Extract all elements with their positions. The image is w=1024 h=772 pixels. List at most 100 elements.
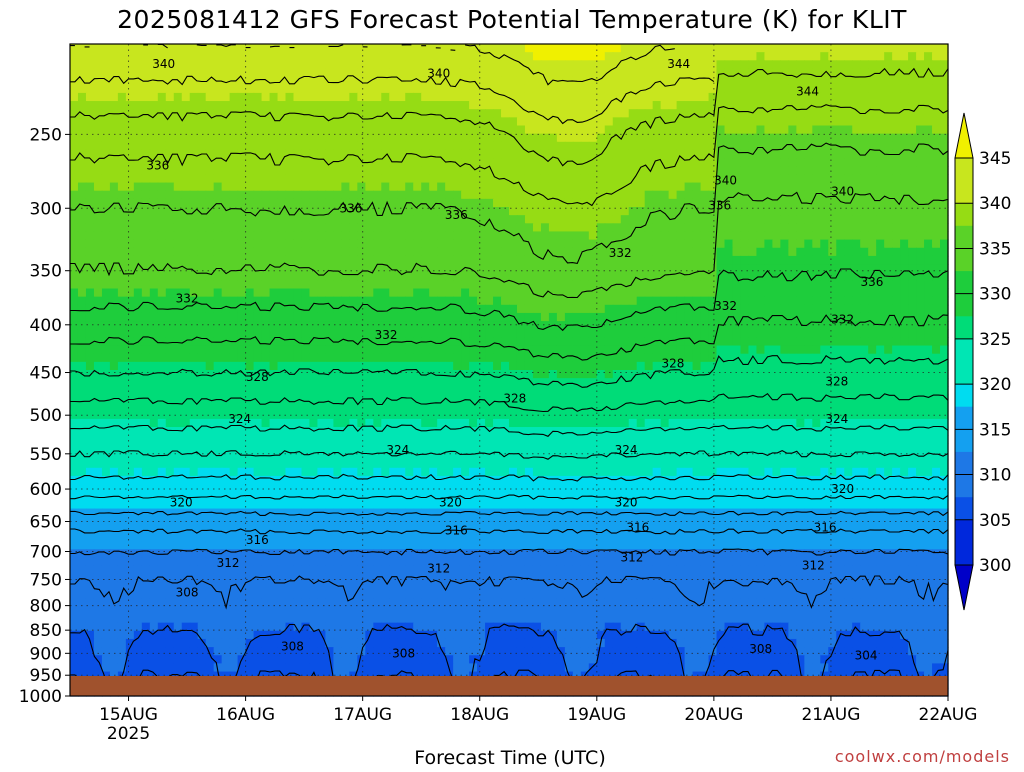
fill-cell [916,174,925,184]
fill-cell [469,296,478,306]
fill-cell [916,158,925,167]
fill-cell [796,207,805,216]
fill-cell [604,182,614,192]
fill-cell [652,166,662,175]
fill-cell [780,174,789,184]
fill-cell [70,304,79,314]
fill-cell [85,198,95,208]
fill-cell [540,174,550,184]
fill-cell [828,109,837,118]
fill-cell [70,133,79,143]
fill-cell [421,280,430,290]
fill-cell [70,255,79,265]
fill-cell [197,101,207,110]
fill-cell [628,133,638,143]
fill-cell [397,182,406,192]
fill-cell [221,370,231,379]
fill-cell [205,109,215,118]
fill-cell [77,223,87,233]
fill-cell [453,296,462,306]
fill-cell [437,174,446,184]
fill-cell [341,280,350,290]
fill-cell [932,402,941,412]
fill-cell [908,125,917,135]
fill-cell [628,378,638,387]
fill-cell [309,345,319,355]
fill-cell [245,329,255,338]
fill-cell [588,117,598,127]
fill-cell [493,304,502,314]
fill-cell [381,92,390,102]
fill-cell [405,101,414,110]
fill-cell [349,402,358,412]
fill-cell [325,117,334,127]
fill-cell [868,288,877,298]
fill-cell [405,321,414,330]
fill-cell [405,223,414,233]
fill-cell [477,166,486,175]
fill-cell [501,329,510,338]
fill-cell [85,52,95,61]
fill-cell [109,174,119,184]
fill-cell [820,92,829,102]
fill-cell [405,402,414,412]
fill-cell [732,272,742,281]
fill-cell [245,182,255,192]
fill-cell [580,231,590,241]
fill-cell [181,361,191,371]
fill-cell [413,329,422,338]
fill-cell [389,84,398,94]
fill-cell [628,247,638,257]
fill-cell [333,231,342,241]
fill-cell [317,394,327,404]
fill-cell [221,410,231,420]
fill-cell [772,329,781,338]
fill-cell [940,361,949,371]
fill-cell [453,288,462,298]
fill-cell [181,329,191,338]
fill-cell [908,247,917,257]
fill-cell [317,288,327,298]
fill-cell [477,68,486,78]
fill-cell [285,207,295,216]
fill-cell [596,304,606,314]
fill-cell [556,312,566,322]
fill-cell [532,182,542,192]
fill-cell [301,84,311,94]
fill-cell [564,84,574,94]
fill-cell [309,68,319,78]
fill-cell [389,231,398,241]
fill-cell [453,223,462,233]
fill-cell [764,288,773,298]
fill-cell [277,239,287,249]
fill-cell [477,337,486,347]
fill-cell [501,125,510,135]
fill-cell [101,117,111,127]
fill-cell [405,92,414,102]
fill-cell [277,329,287,338]
fill-cell [868,402,877,412]
fill-cell [509,149,518,159]
fill-cell [804,239,813,249]
fill-cell [413,92,422,102]
fill-cell [772,60,781,70]
fill-cell [796,125,805,135]
fill-cell [165,296,175,306]
fill-cell [173,394,183,404]
fill-cell [724,109,734,118]
fill-cell [325,402,334,412]
fill-cell [445,272,454,281]
fill-cell [676,402,686,412]
fill-cell [349,370,358,379]
fill-cell [173,247,183,257]
fill-cell [373,109,382,118]
fill-cell [884,166,893,175]
fill-cell [548,182,558,192]
fill-cell [269,321,279,330]
fill-cell [413,280,422,290]
fill-cell [485,345,494,355]
fill-cell [261,125,271,135]
fill-cell [924,149,933,159]
fill-cell [397,410,406,420]
fill-cell [237,68,247,78]
